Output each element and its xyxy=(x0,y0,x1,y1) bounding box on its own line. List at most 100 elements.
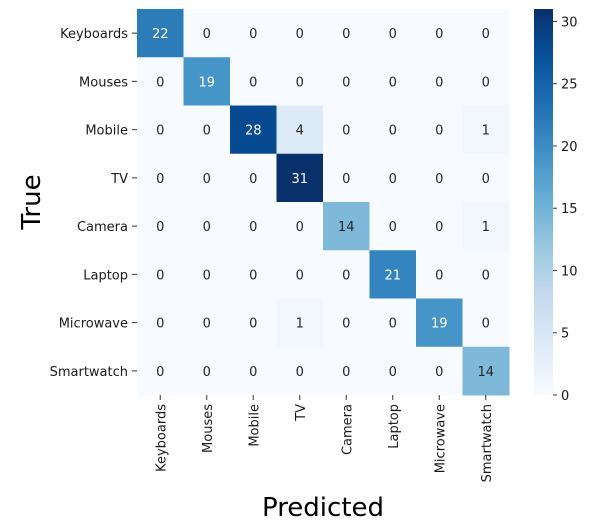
cell-value-label: 14 xyxy=(338,220,355,235)
cell-value-label: 0 xyxy=(203,317,211,332)
cell-value-label: 0 xyxy=(482,268,490,283)
heatmap-cell xyxy=(183,105,231,155)
cell-value-label: 0 xyxy=(435,220,443,235)
cell-value-label: 4 xyxy=(296,124,304,139)
heatmap-cell xyxy=(183,153,231,203)
heatmap-cell xyxy=(276,346,324,396)
cell-value-label: 0 xyxy=(435,365,443,380)
heatmap-cell xyxy=(137,9,184,58)
heatmap-cell xyxy=(369,250,417,299)
cell-value-label: 1 xyxy=(482,124,490,139)
cell-value-label: 0 xyxy=(203,124,211,139)
cell-value-label: 0 xyxy=(156,317,164,332)
cell-value-label: 0 xyxy=(482,75,490,90)
heatmap-cell xyxy=(369,105,417,155)
heatmap-cell xyxy=(230,9,277,58)
cell-value-label: 0 xyxy=(249,268,257,283)
heatmap-cell xyxy=(137,298,184,348)
heatmap-cell xyxy=(369,9,417,58)
cell-value-label: 0 xyxy=(156,124,164,139)
heatmap-cell xyxy=(276,250,324,299)
cell-value-label: 0 xyxy=(342,365,350,380)
heatmap-cell xyxy=(183,250,231,299)
cell-value-label: 0 xyxy=(482,317,490,332)
heatmap-cell xyxy=(230,153,277,203)
cell-value-label: 0 xyxy=(249,317,257,332)
cell-value-label: 0 xyxy=(203,172,211,187)
colorbar xyxy=(534,9,553,395)
cell-value-label: 0 xyxy=(389,172,397,187)
y-tick-label: Laptop xyxy=(83,268,128,283)
heatmap-cell xyxy=(276,9,324,58)
heatmap-cell xyxy=(137,57,184,106)
cell-value-label: 21 xyxy=(384,268,401,283)
y-tick-label: Mouses xyxy=(79,75,128,90)
heatmap-cell xyxy=(323,202,370,251)
y-tick-label: Microwave xyxy=(59,317,128,332)
cell-value-label: 0 xyxy=(296,220,304,235)
cell-value-label: 0 xyxy=(389,365,397,380)
heatmap-cell xyxy=(462,250,510,299)
heatmap-cell xyxy=(416,105,463,155)
cell-value-label: 0 xyxy=(342,124,350,139)
cell-value-label: 19 xyxy=(198,75,215,90)
cell-value-label: 0 xyxy=(389,75,397,90)
colorbar-ticks: 0 5 10 15 20 25 30 xyxy=(553,15,578,404)
cell-value-label: 0 xyxy=(203,220,211,235)
colorbar-tick-label: 15 xyxy=(561,202,578,217)
colorbar-tick-label: 30 xyxy=(561,15,578,30)
heatmap-cell xyxy=(369,202,417,251)
cell-value-label: 0 xyxy=(389,220,397,235)
y-axis-ticks: Keyboards Mouses Mobile TV Camera Laptop Micro… xyxy=(50,27,137,380)
x-axis-ticks: Keyboards Mouses Mobile TV Camera Laptop Micro… xyxy=(154,395,495,482)
x-tick-label: Camera xyxy=(340,404,355,455)
x-axis-title: Predicted xyxy=(262,493,384,523)
cell-value-label: 0 xyxy=(482,172,490,187)
heatmap-cell xyxy=(183,57,231,106)
colorbar-tick-label: 20 xyxy=(561,140,578,155)
heatmap-cell xyxy=(137,346,184,396)
heatmap-cell xyxy=(230,105,277,155)
cell-value-label: 0 xyxy=(389,317,397,332)
heatmap-cell xyxy=(416,9,463,58)
heatmap-cell xyxy=(183,9,231,58)
cell-value-label: 0 xyxy=(296,75,304,90)
cell-value-label: 0 xyxy=(156,172,164,187)
y-tick-label: Smartwatch xyxy=(50,365,128,380)
cell-value-label: 0 xyxy=(296,365,304,380)
y-tick-label: Mobile xyxy=(85,124,128,139)
cell-value-label: 0 xyxy=(389,124,397,139)
colorbar-tick-label: 10 xyxy=(561,264,578,279)
heatmap-cell xyxy=(230,202,277,251)
heatmap-cell xyxy=(416,298,463,348)
heatmap-cell xyxy=(323,250,370,299)
heatmap-cell xyxy=(369,57,417,106)
heatmap-cell xyxy=(276,57,324,106)
heatmap-cells: 22 0 0 0 0 0 0 0 0 19 0 0 0 0 0 0 0 0 28 4 0 0 0 1 0 0 0 31 0 0 0 0 0 0 0 0… xyxy=(137,9,510,396)
cell-value-label: 0 xyxy=(296,268,304,283)
x-tick-label: TV xyxy=(294,404,309,422)
cell-value-label: 0 xyxy=(249,75,257,90)
cell-value-label: 0 xyxy=(296,27,304,42)
heatmap-cell xyxy=(462,202,510,251)
x-tick-label: Mobile xyxy=(247,404,262,447)
cell-value-label: 22 xyxy=(152,27,169,42)
heatmap-cell xyxy=(416,202,463,251)
heatmap-cell xyxy=(369,298,417,348)
cell-value-label: 0 xyxy=(435,27,443,42)
cell-value-label: 0 xyxy=(342,27,350,42)
heatmap-cell xyxy=(462,9,510,58)
heatmap-cell xyxy=(323,153,370,203)
heatmap-cell xyxy=(137,153,184,203)
x-tick-label: Microwave xyxy=(433,404,448,473)
heatmap-cell xyxy=(276,202,324,251)
y-tick-label: Camera xyxy=(77,220,128,235)
heatmap-cell xyxy=(276,153,324,203)
cell-value-label: 1 xyxy=(296,317,304,332)
y-axis-title: True xyxy=(17,174,47,230)
heatmap-cell xyxy=(416,57,463,106)
cell-value-label: 0 xyxy=(156,75,164,90)
heatmap-cell xyxy=(323,298,370,348)
cell-value-label: 0 xyxy=(249,172,257,187)
cell-value-label: 0 xyxy=(435,172,443,187)
